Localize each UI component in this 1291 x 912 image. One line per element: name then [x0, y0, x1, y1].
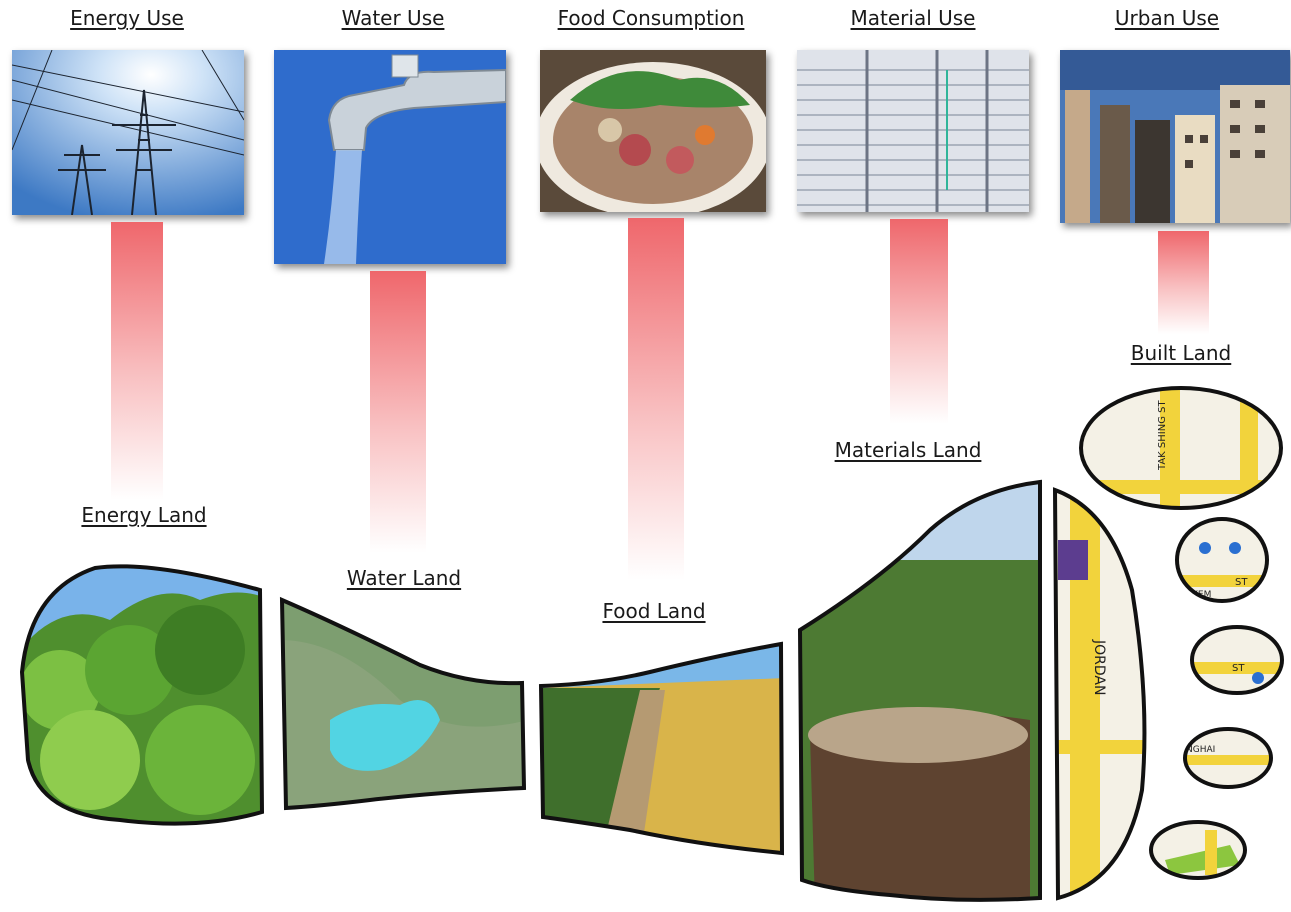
street-map-photo: JORDAN TAK SHING ST ST KEM ST: [1052, 386, 1284, 901]
material-flow-bar: [890, 219, 948, 424]
food-land-label: Food Land: [602, 599, 706, 623]
map-label-jordan: JORDAN: [1091, 639, 1107, 695]
forest-photo: [22, 566, 262, 824]
map-label-st-1: ST: [1235, 577, 1248, 588]
food-flow-bar: [628, 218, 684, 580]
urban-flow-bar: [1158, 231, 1209, 334]
water-use-label: Water Use: [341, 6, 445, 30]
urban-use-label: Urban Use: [1114, 6, 1220, 30]
map-label-nghai: NGHAI: [1186, 745, 1215, 755]
map-label-tak-shing: TAK SHING ST: [1157, 400, 1168, 471]
tree-stump-photo: [800, 482, 1040, 900]
wheat-field-photo: [541, 644, 782, 853]
energy-flow-bar: [111, 222, 163, 500]
water-land-label: Water Land: [346, 566, 462, 590]
material-use-label: Material Use: [850, 6, 976, 30]
water-tap-photo: [274, 50, 506, 264]
power-lines-photo: [12, 50, 244, 215]
water-flow-bar: [370, 271, 426, 553]
hotpot-food-photo: [540, 50, 766, 212]
energy-use-label: Energy Use: [70, 6, 184, 30]
lake-aerial-photo: [282, 600, 524, 808]
materials-land-label: Materials Land: [834, 438, 982, 462]
city-buildings-photo: [1060, 50, 1290, 223]
map-label-st-2: ST: [1232, 663, 1245, 674]
built-land-label: Built Land: [1130, 341, 1232, 365]
food-consumption-label: Food Consumption: [557, 6, 745, 30]
energy-land-label: Energy Land: [81, 503, 207, 527]
paper-stacks-photo: [797, 50, 1029, 212]
